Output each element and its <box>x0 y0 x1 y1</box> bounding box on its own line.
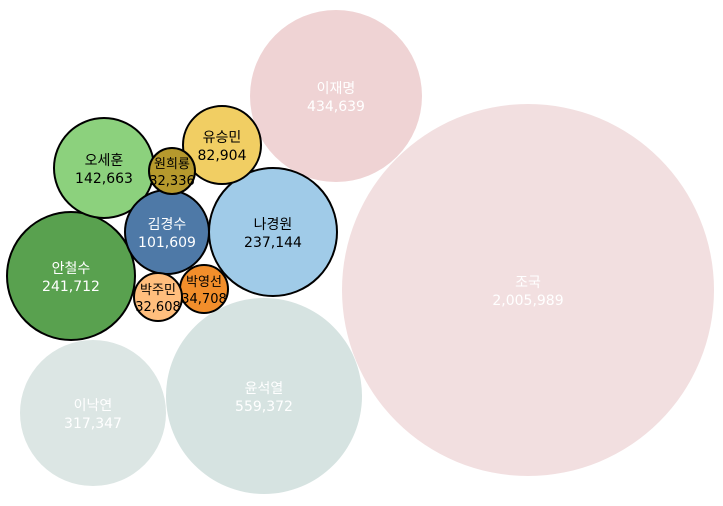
bubble-name-label: 윤석열 <box>245 381 284 397</box>
bubble-circle[interactable] <box>182 105 262 185</box>
bubble-circle[interactable] <box>250 10 422 182</box>
bubble-name-label: 이낙연 <box>74 398 113 414</box>
bubble-circle[interactable] <box>342 104 714 476</box>
bubble-name-label: 유승민 <box>203 130 242 146</box>
bubble-8[interactable]: 유승민 82,904 <box>182 105 262 185</box>
bubble-value-label: 32,608 <box>135 300 181 315</box>
bubble-circle[interactable] <box>148 147 196 195</box>
bubble-4[interactable]: 안철수 241,712 <box>6 211 136 341</box>
bubble-11[interactable]: 원희룡 32,336 <box>148 147 196 195</box>
bubble-name-label: 원희룡 <box>154 157 190 172</box>
bubble-circle[interactable] <box>6 211 136 341</box>
bubble-name-label: 김경수 <box>148 217 187 233</box>
bubble-name-label: 박영선 <box>186 275 222 290</box>
bubble-value-label: 82,904 <box>198 148 247 164</box>
bubble-value-label: 434,639 <box>307 99 365 115</box>
bubble-10[interactable]: 박주민 32,608 <box>133 272 183 322</box>
bubble-9[interactable]: 박영선 34,708 <box>179 264 229 314</box>
bubble-name-label: 박주민 <box>140 283 176 298</box>
bubble-name-label: 이재명 <box>317 81 356 97</box>
bubble-5[interactable]: 나경원 237,144 <box>208 167 338 297</box>
bubble-1[interactable]: 윤석열 559,372 <box>166 298 362 494</box>
bubble-value-label: 142,663 <box>75 171 133 187</box>
bubble-name-label: 안철수 <box>52 261 91 277</box>
bubble-value-label: 34,708 <box>181 292 227 307</box>
bubble-name-label: 조국 <box>515 275 541 291</box>
bubble-value-label: 2,005,989 <box>492 293 563 309</box>
bubble-3[interactable]: 이낙연 317,347 <box>20 340 166 486</box>
bubble-value-label: 559,372 <box>235 399 293 415</box>
bubble-value-label: 317,347 <box>64 416 122 432</box>
bubble-value-label: 32,336 <box>149 174 195 189</box>
bubble-circle[interactable] <box>166 298 362 494</box>
bubble-7[interactable]: 김경수 101,609 <box>124 189 210 275</box>
bubble-circle[interactable] <box>133 272 183 322</box>
bubble-name-label: 오세훈 <box>85 153 124 169</box>
bubble-2[interactable]: 이재명 434,639 <box>250 10 422 182</box>
bubble-value-label: 237,144 <box>244 235 302 251</box>
bubble-value-label: 101,609 <box>138 235 196 251</box>
bubble-0[interactable]: 조국 2,005,989 <box>342 104 714 476</box>
bubble-value-label: 241,712 <box>42 279 100 295</box>
bubble-name-label: 나경원 <box>254 217 293 233</box>
bubble-circle[interactable] <box>20 340 166 486</box>
